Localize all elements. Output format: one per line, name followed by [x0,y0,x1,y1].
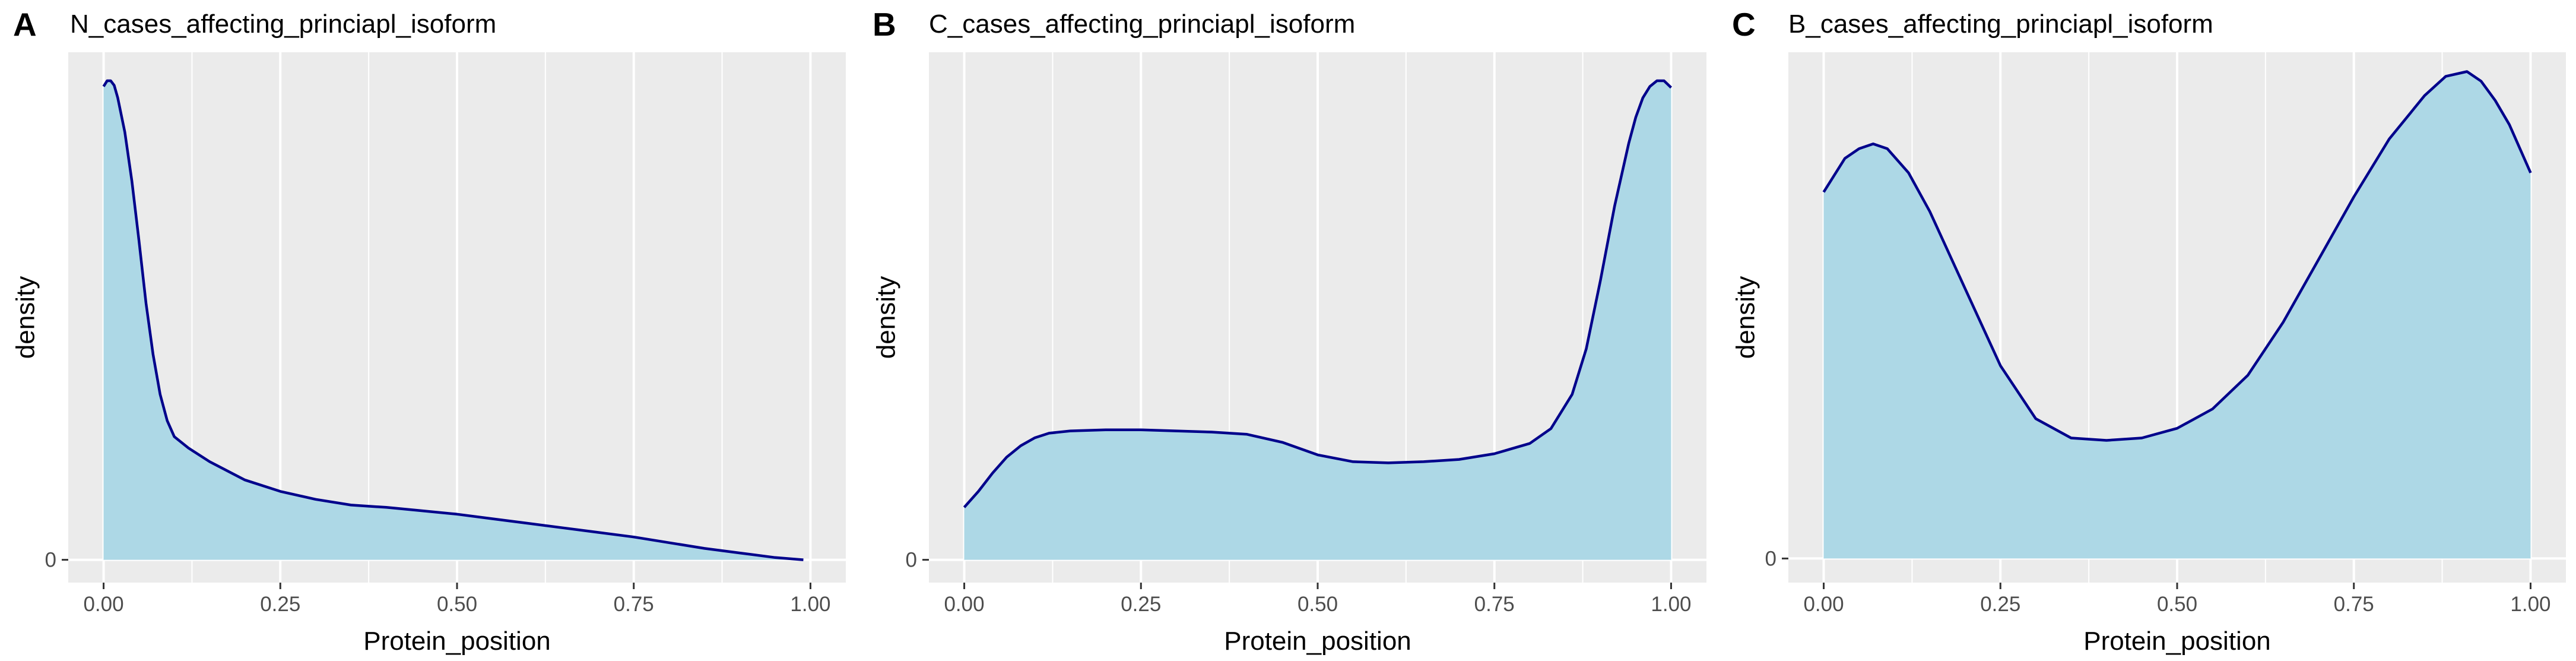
y-tick-label: 0 [906,549,917,572]
density-area [1823,71,2531,559]
panel-title: C_cases_affecting_princiapl_isoform [929,10,1355,39]
x-tick-label: 1.00 [1651,593,1691,616]
density-line [1822,70,2532,442]
x-tick-label: 0.75 [614,593,654,616]
y-axis-title: density [1731,276,1760,359]
panel-tag: C [1732,6,1756,43]
panel-tag: A [13,6,37,43]
x-tick-label: 0.75 [1474,593,1515,616]
density-area [964,81,1671,560]
y-axis-title: density [11,276,40,359]
x-tick-label: 0.50 [1297,593,1338,616]
x-tick-label: 0.25 [1980,593,2020,616]
y-tick-label: 0 [1765,547,1776,570]
x-axis-title: Protein_position [363,627,551,656]
panel-title: N_cases_affecting_princiapl_isoform [70,10,496,39]
x-tick-label: 0.50 [2157,593,2197,616]
x-axis-title: Protein_position [1224,627,1411,656]
x-axis-title: Protein_position [2083,627,2271,656]
x-tick-label: 0.25 [1121,593,1161,616]
x-tick-label: 0.25 [260,593,300,616]
x-tick-label: 0.00 [1803,593,1844,616]
x-tick-label: 1.00 [790,593,830,616]
y-tick-label: 0 [45,549,56,572]
x-tick-label: 0.00 [83,593,123,616]
x-tick-label: 0.75 [2334,593,2374,616]
density-line [963,79,1673,508]
density-area [103,81,804,560]
panel-title: B_cases_affecting_princiapl_isoform [1788,10,2213,39]
x-tick-label: 1.00 [2510,593,2550,616]
density-line [102,79,804,561]
x-tick-label: 0.00 [944,593,984,616]
panel-tag: B [873,6,896,43]
x-tick-label: 0.50 [437,593,477,616]
y-axis-title: density [871,276,900,359]
